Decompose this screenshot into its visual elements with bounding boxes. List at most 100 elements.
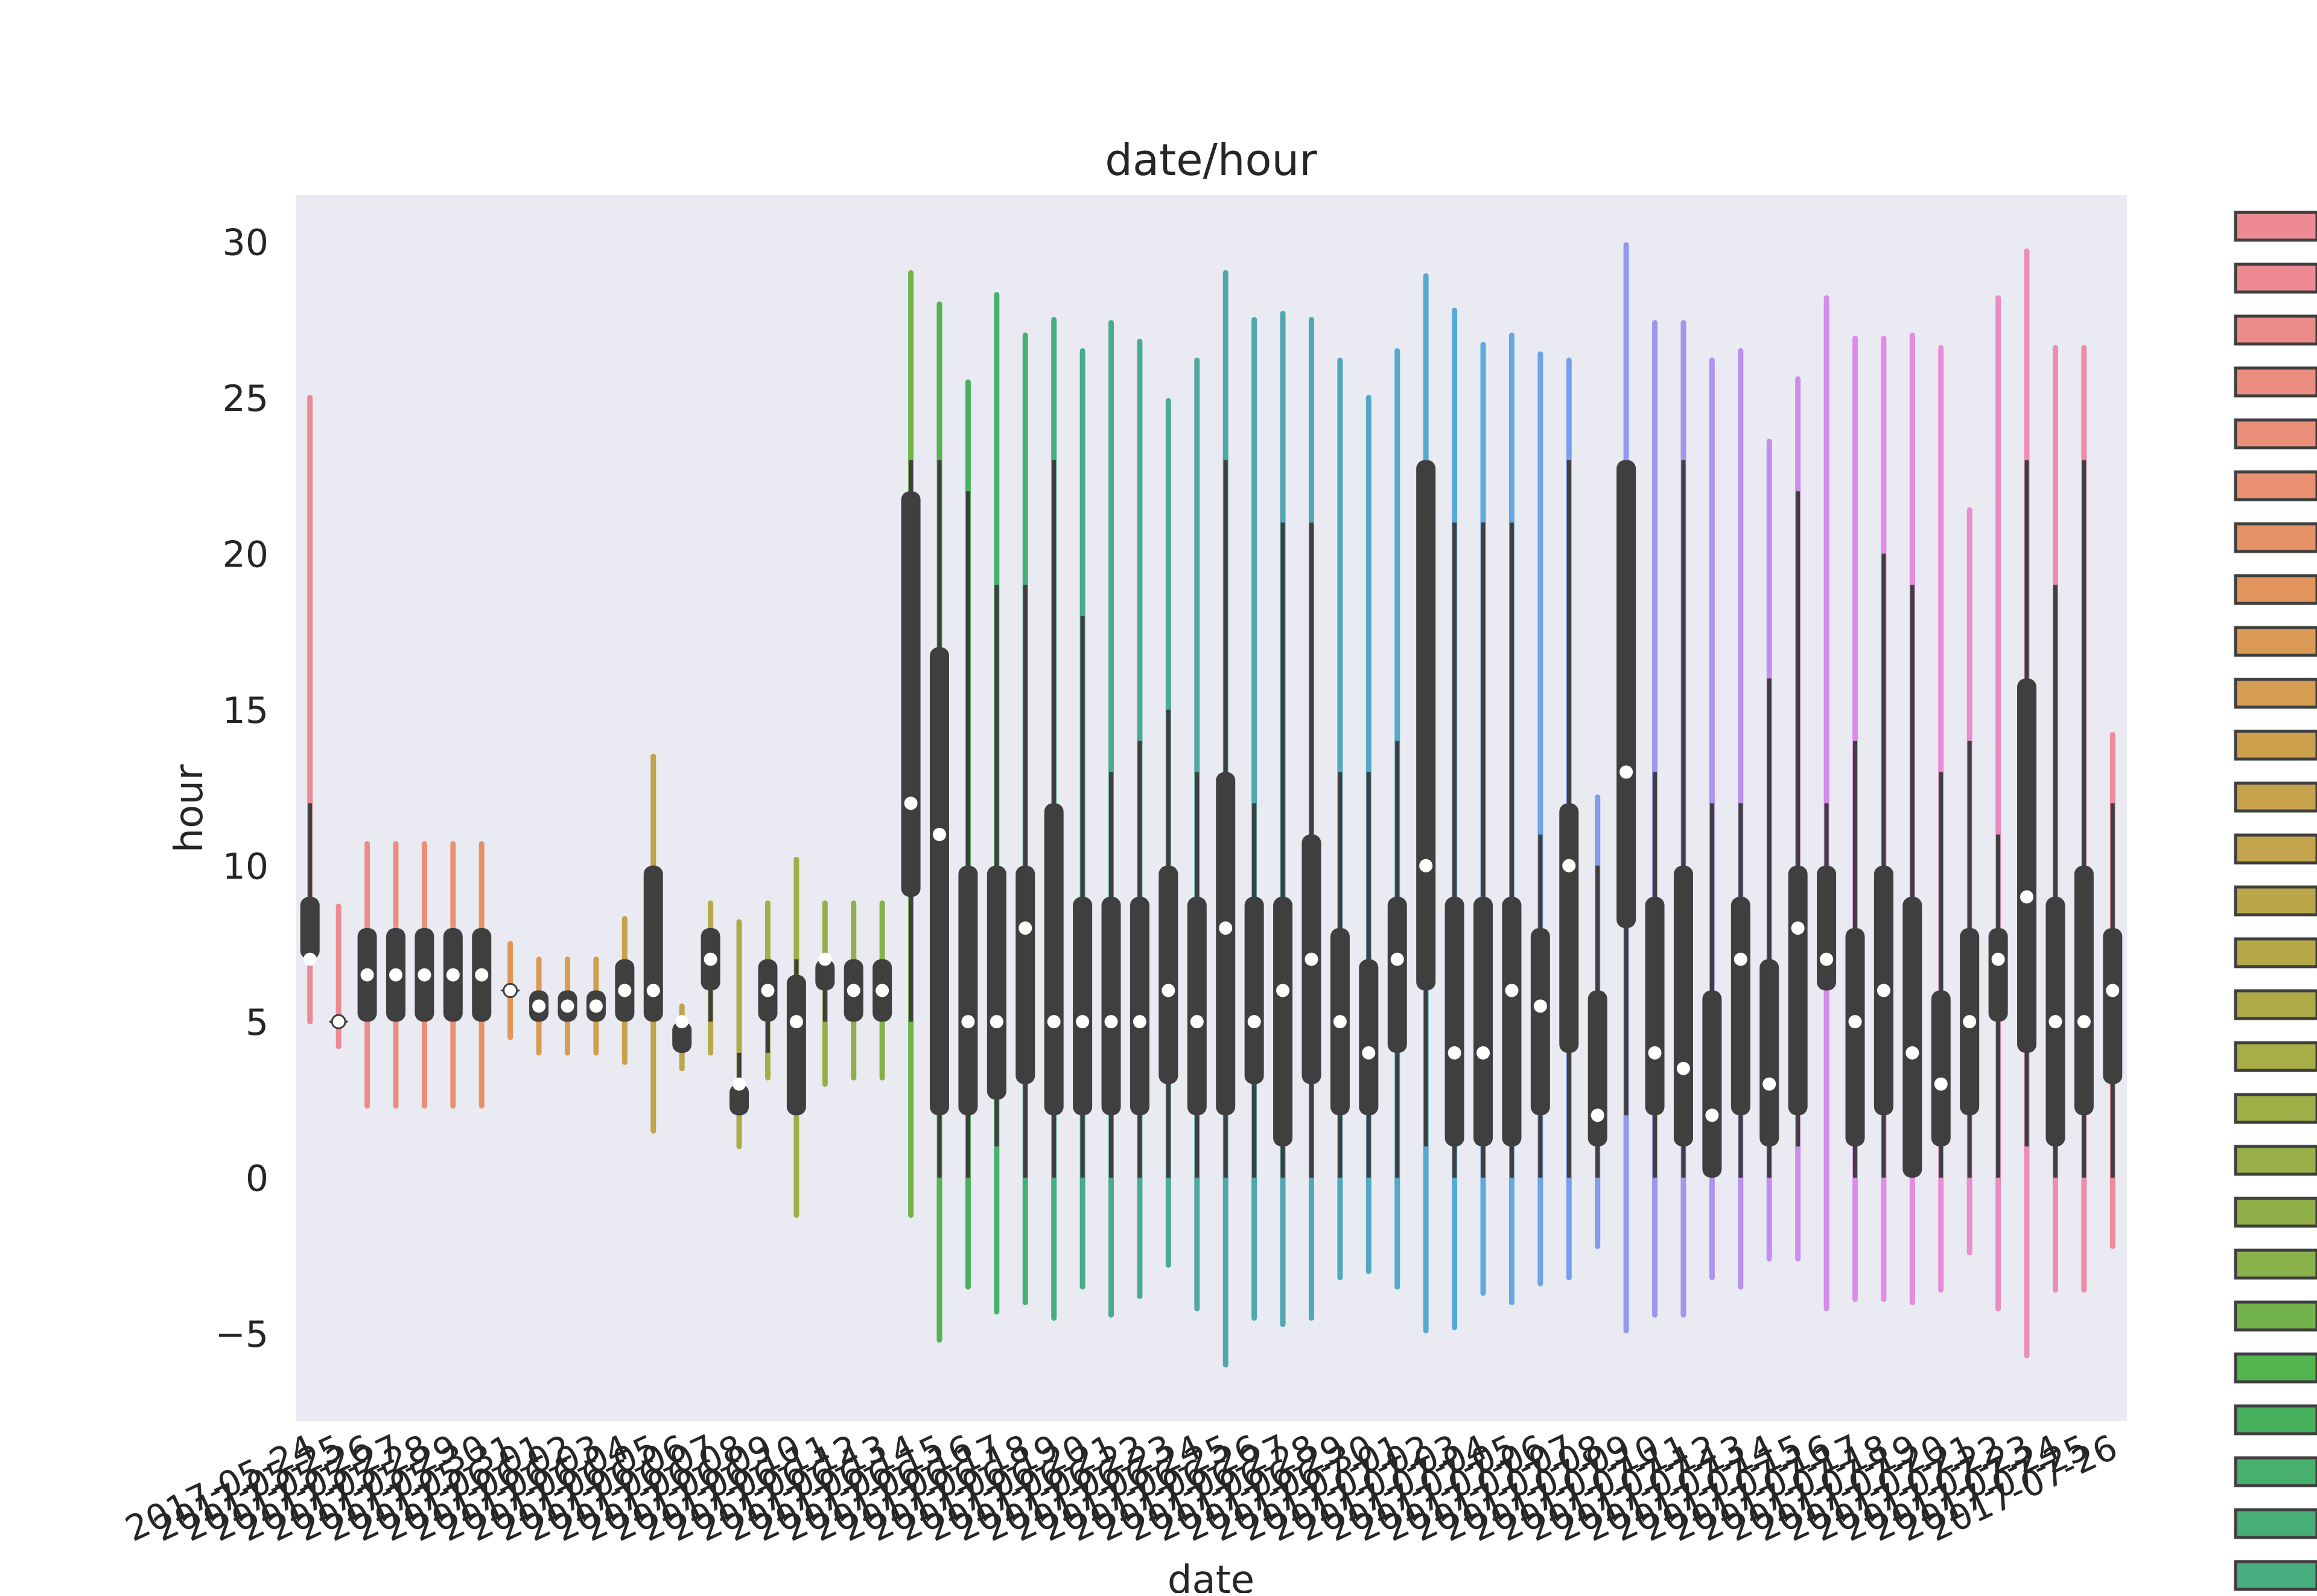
violin-median xyxy=(1104,1015,1118,1029)
legend-swatch xyxy=(2234,730,2317,761)
legend-swatch xyxy=(2234,1145,2317,1176)
legend-swatch xyxy=(2234,1197,2317,1228)
legend-item-2017-06-19: 2 xyxy=(2234,1560,2317,1591)
violin-2017-06-28 xyxy=(1302,317,1321,1321)
legend-swatch xyxy=(2234,470,2317,501)
violin-median xyxy=(990,1015,1003,1029)
violin-median xyxy=(1905,1046,1919,1060)
violin-2017-06-30 xyxy=(1359,395,1379,1274)
violin-median xyxy=(418,968,431,982)
violin-2017-05-29 xyxy=(443,841,463,1109)
legend-item-2017-06-05: 2 xyxy=(2234,833,2317,865)
plot-background xyxy=(296,195,2127,1421)
violin-2017-06-26 xyxy=(1244,317,1264,1321)
legend-swatch xyxy=(2234,833,2317,865)
violin-2017-06-22 xyxy=(1130,339,1149,1299)
violin-median xyxy=(675,1015,689,1029)
legend-swatch xyxy=(2234,1248,2317,1280)
violin-median xyxy=(789,1015,803,1029)
violin-2017-06-03 xyxy=(586,956,606,1056)
violin-2017-05-31 xyxy=(500,941,520,1040)
legend-swatch xyxy=(2234,989,2317,1020)
violin-iqr-box xyxy=(1931,990,1951,1146)
violin-2017-07-12 xyxy=(1702,357,1722,1280)
violin-iqr-box xyxy=(2017,678,2037,1053)
violin-2017-07-17 xyxy=(1845,335,1865,1302)
violin-2017-06-20 xyxy=(1073,348,1093,1290)
legend-swatch xyxy=(2234,1456,2317,1487)
violin-iqr-box xyxy=(1130,897,1149,1116)
violin-2017-06-14 xyxy=(901,270,921,1218)
violin-2017-07-13 xyxy=(1731,348,1750,1290)
violin-2017-07-24 xyxy=(2045,345,2065,1293)
violin-iqr-box xyxy=(1015,865,1035,1084)
violin-median xyxy=(1047,1015,1061,1029)
x-axis: 2017-05-242017-05-252017-05-262017-05-27… xyxy=(119,1426,2123,1550)
legend-item-2017-05-30: 2 xyxy=(2234,522,2317,553)
violin-2017-06-10 xyxy=(786,856,806,1218)
legend-swatch xyxy=(2234,1508,2317,1539)
legend-swatch xyxy=(2234,1300,2317,1332)
legend-item-2017-05-24: 2 xyxy=(2234,211,2317,242)
violin-2017-06-24 xyxy=(1187,357,1207,1312)
violin-median xyxy=(1619,765,1633,779)
violin-2017-07-15 xyxy=(1788,376,1808,1262)
violin-iqr-box xyxy=(901,491,921,897)
violin-2017-06-01 xyxy=(529,956,549,1056)
legend-swatch xyxy=(2234,314,2317,346)
violin-2017-07-18 xyxy=(1874,335,1893,1302)
violin-2017-06-11 xyxy=(815,900,835,1087)
legend-swatch xyxy=(2234,885,2317,917)
violin-median xyxy=(1648,1046,1662,1060)
violin-median xyxy=(532,999,546,1013)
violin-2017-07-04 xyxy=(1473,342,1493,1296)
violin-2017-06-04 xyxy=(615,916,635,1065)
y-axis: −5 0 5 10 15 20 25 30 xyxy=(215,222,269,1356)
violin-median xyxy=(446,968,460,982)
violin-2017-06-18 xyxy=(1015,332,1035,1306)
violin-2017-07-01 xyxy=(1387,348,1407,1290)
violin-iqr-box xyxy=(2103,928,2123,1084)
violin-median xyxy=(1820,952,1834,966)
y-tick-label: −5 xyxy=(215,1314,269,1356)
violin-2017-07-14 xyxy=(1759,438,1779,1262)
legend-swatch xyxy=(2234,1093,2317,1124)
violin-2017-07-07 xyxy=(1559,357,1579,1280)
violin-median xyxy=(1219,921,1233,935)
violin-2017-06-19 xyxy=(1044,317,1064,1321)
legend-swatch xyxy=(2234,1352,2317,1384)
violin-2017-06-21 xyxy=(1101,320,1121,1318)
violin-iqr-box xyxy=(1588,990,1607,1146)
violin-2017-06-08 xyxy=(729,919,749,1149)
violin-iqr-box xyxy=(1702,990,1722,1178)
violin-2017-07-02 xyxy=(1416,273,1436,1334)
x-axis-label: date xyxy=(1168,1558,1254,1593)
legend-item-2017-06-16: 2 xyxy=(2234,1404,2317,1435)
violin-median xyxy=(618,984,632,997)
legend-item-2017-06-11: 2 xyxy=(2234,1145,2317,1176)
y-tick-label: 10 xyxy=(223,846,269,888)
violin-median xyxy=(389,968,402,982)
violin-median xyxy=(1333,1015,1347,1029)
violin-median xyxy=(1305,952,1318,966)
y-tick-label: 25 xyxy=(223,378,269,420)
violin-2017-07-03 xyxy=(1445,307,1464,1331)
legend-item-2017-05-26: 2 xyxy=(2234,314,2317,346)
violin-median xyxy=(360,968,374,982)
violin-iqr-box xyxy=(1902,897,1922,1178)
violin-iqr-box xyxy=(1244,897,1264,1084)
violin-2017-06-23 xyxy=(1158,398,1178,1268)
violin-median xyxy=(1162,984,1175,997)
violin-2017-06-06 xyxy=(672,1003,692,1072)
legend-item-2017-06-06: 2 xyxy=(2234,885,2317,917)
violin-median xyxy=(303,952,317,966)
violin-iqr-box xyxy=(1101,897,1121,1116)
violin-median xyxy=(475,968,489,982)
violin-iqr-box xyxy=(1073,897,1093,1116)
violin-iqr-box xyxy=(1216,772,1236,1116)
legend-item-2017-06-14: 2 xyxy=(2234,1300,2317,1332)
violin-2017-06-12 xyxy=(844,900,863,1081)
violin-median xyxy=(1390,952,1404,966)
violin-iqr-box xyxy=(1359,959,1379,1116)
